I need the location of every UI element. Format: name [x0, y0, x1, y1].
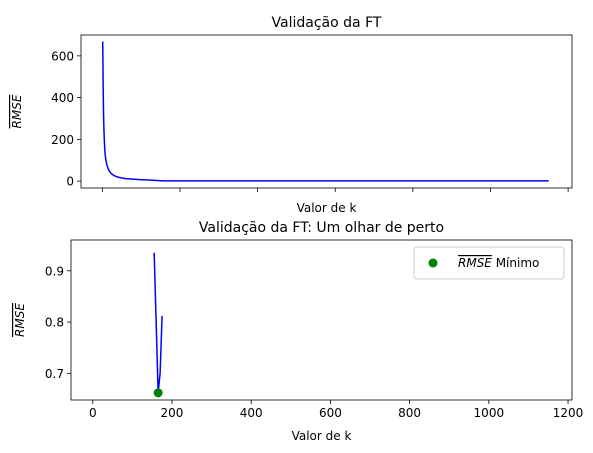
chart-1-y-tick-label: 400 [51, 91, 74, 105]
chart-2-series-line-1 [153, 252, 163, 394]
chart-2-x-tick-label: 800 [398, 406, 421, 420]
chart-2-legend-marker [428, 258, 438, 268]
chart-2-x-axis-label: Valor de k [292, 429, 352, 443]
chart-1: 0 200 400 600 Validação da FT Valor de k RMSE [10, 15, 573, 215]
chart-2: 0 200 400 600 800 1000 1200 0.7 0.8 0.9 Validação … [13, 220, 583, 443]
chart-1-axes-frame [80, 34, 573, 189]
chart-2-x-tick-label: 600 [319, 406, 342, 420]
chart-2-x-tick-label: 200 [161, 406, 184, 420]
chart-2-x-tick-label: 0 [89, 406, 97, 420]
chart-2-legend-box [413, 246, 565, 280]
chart-1-series-line-1 [101, 41, 549, 182]
chart-2-x-tick-label: 1000 [474, 406, 505, 420]
chart-1-y-tick-label: 600 [51, 49, 74, 63]
chart-2-minimum-point [153, 388, 163, 398]
chart-2-legend: RMSE Mínimo [413, 246, 565, 280]
chart-1-y-tick-label: 0 [66, 175, 74, 189]
chart-1-x-axis-label: Valor de k [297, 201, 357, 215]
chart-2-legend-label: RMSE Mínimo [458, 256, 539, 270]
chart-2-y-tick-label: 0.7 [45, 367, 64, 381]
chart-2-y-tick-label: 0.9 [45, 264, 64, 278]
chart-2-y-axis-label: RMSE [13, 303, 27, 337]
chart-2-x-tick-label: 1200 [553, 406, 584, 420]
chart-2-y-tick-label: 0.8 [45, 316, 64, 330]
chart-1-y-axis-label: RMSE [10, 94, 24, 128]
chart-2-axes-frame [70, 239, 573, 401]
chart-1-y-tick-label: 200 [51, 133, 74, 147]
chart-2-x-tick-label: 400 [240, 406, 263, 420]
chart-2-title: Validação da FT: Um olhar de perto [199, 220, 444, 236]
chart-1-title: Validação da FT [272, 15, 382, 31]
